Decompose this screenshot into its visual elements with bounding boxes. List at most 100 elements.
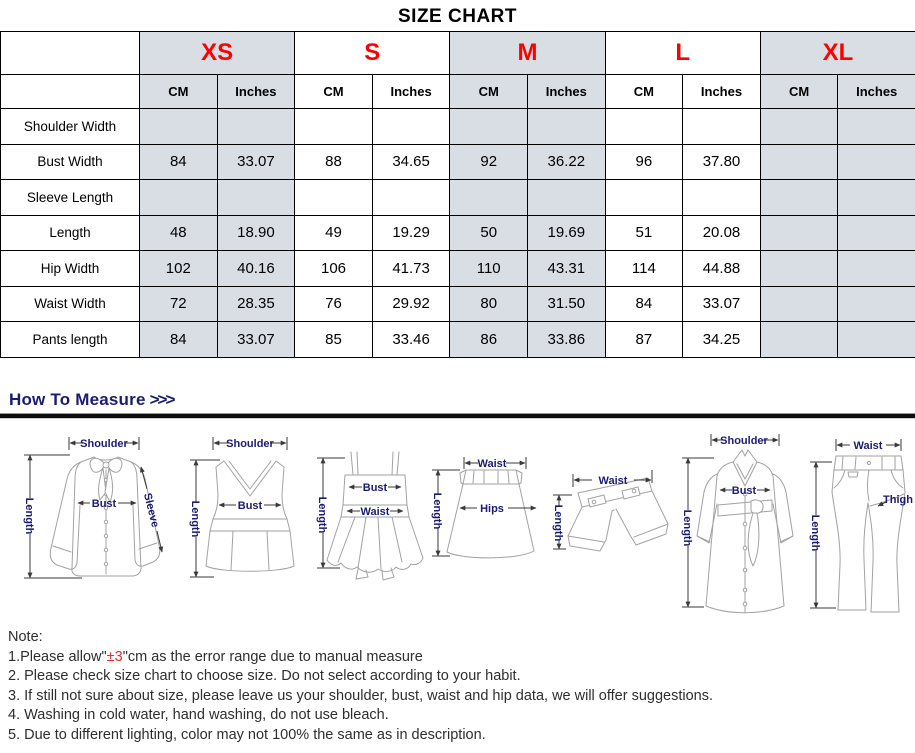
value-cell: 88 [294,143,373,180]
row-label: Hip Width [0,250,140,287]
coat-illustration: Shoulder Bust Length [681,434,794,614]
chevrons-icon: >>> [149,390,176,409]
value-cell: 31.50 [527,285,606,322]
value-cell [759,321,839,358]
value-cell: 33.07 [682,285,761,322]
value-cell [527,108,606,145]
how-to-measure-heading: How To Measure >>> [9,390,176,410]
value-cell: 20.08 [682,214,761,251]
value-cell: 29.92 [371,285,451,322]
value-cell [449,108,528,145]
tank-illustration: Shoulder Bust Length [189,437,295,578]
note-highlight: ±3 [106,648,123,665]
value-cell [682,179,761,216]
unit-cell: CM [604,74,684,109]
value-cell: 96 [604,143,684,180]
table-row-sleeve-length: Sleeve Length [0,179,915,216]
dress-waist-label: Waist [361,506,390,518]
value-cell: 92 [449,143,528,180]
value-cell: 19.29 [371,214,451,251]
size-header-xs: XS [138,31,296,75]
value-cell [759,285,839,322]
size-header-s: S [294,31,451,75]
value-cell: 28.35 [216,285,296,322]
value-cell: 106 [294,250,373,287]
value-cell: 48 [139,214,218,251]
measurement-illustrations: .g{stroke:#a2a2a2;fill:none;stroke-width… [23,434,913,614]
unit-cell: Inches [682,74,761,109]
dress-illustration: Bust Waist Length [316,451,424,581]
blouse-length-label: Length [23,498,35,535]
dress-length-label: Length [316,497,328,534]
value-cell: 84 [604,285,684,322]
shorts-length-label: Length [552,505,564,542]
value-cell: 40.16 [216,250,296,287]
value-cell: 33.86 [527,321,606,358]
size-header-xl: XL [759,31,915,75]
shorts-waist-label: Waist [599,475,628,487]
value-cell: 76 [294,285,373,322]
value-cell [294,108,373,145]
value-cell: 114 [604,250,684,287]
unit-cell: Inches [216,74,296,109]
table-row-waist-width: Waist Width 72 28.35 76 29.92 80 31.50 8… [0,285,915,322]
value-cell [371,108,451,145]
value-cell: 37.80 [682,143,761,180]
value-cell: 87 [604,321,684,358]
note-line-3: 3. If still not sure about size, please … [8,687,713,704]
value-cell [759,250,839,287]
tank-bust-label: Bust [238,500,263,512]
how-to-measure-label: How To Measure [9,390,146,409]
unit-cell: CM [449,74,528,109]
notes-heading: Note: [8,629,43,645]
row-label: Bust Width [0,143,140,180]
value-cell [837,214,915,251]
value-cell [759,179,839,216]
value-cell: 50 [449,214,528,251]
unit-cell: CM [139,74,218,109]
skirt-waist-label: Waist [478,458,507,470]
value-cell [837,108,915,145]
value-cell [604,108,684,145]
value-cell: 33.07 [216,143,296,180]
jeans-waist-label: Waist [854,440,883,452]
unit-cell: CM [759,74,839,109]
note-line-2: 2. Please check size chart to choose siz… [8,668,521,685]
shorts-illustration: Waist Length [552,470,669,552]
unit-header-row: CM Inches CM Inches CM Inches CM Inches … [0,74,915,109]
table-row-pants-length: Pants length 84 33.07 85 33.46 86 33.86 … [0,321,915,358]
blouse-bust-label: Bust [92,498,117,510]
value-cell [837,250,915,287]
page-title: SIZE CHART [398,6,517,27]
coat-shoulder-label: Shoulder [720,435,768,447]
value-cell [759,214,839,251]
value-cell: 44.88 [682,250,761,287]
unit-cell: CM [294,74,373,109]
table-row-length: Length 48 18.90 49 19.29 50 19.69 51 20.… [0,214,915,251]
value-cell [759,143,839,180]
value-cell [139,179,218,216]
jeans-thigh-label: Thigh [883,494,913,506]
skirt-hips-label: Hips [480,503,504,515]
table-row-hip-width: Hip Width 102 40.16 106 41.73 110 43.31 … [0,250,915,287]
size-header-row: XS S M L XL [0,31,915,75]
note-line-4: 4. Washing in cold water, hand washing, … [8,707,389,724]
row-label: Sleeve Length [0,179,140,216]
coat-bust-label: Bust [732,485,757,497]
size-header-l: L [604,31,761,75]
unit-cell: Inches [371,74,451,109]
table-row-bust-width: Bust Width 84 33.07 88 34.65 92 36.22 96… [0,143,915,180]
tank-shoulder-label: Shoulder [226,438,274,450]
value-cell: 41.73 [371,250,451,287]
size-header-m: M [449,31,606,75]
note-line-5: 5. Due to different lighting, color may … [8,726,486,743]
unit-cell: Inches [527,74,606,109]
value-cell [371,179,451,216]
value-cell: 72 [139,285,218,322]
row-label: Length [0,214,140,251]
value-cell: 19.69 [527,214,606,251]
blouse-shoulder-label: Shoulder [80,438,128,450]
value-cell: 43.31 [527,250,606,287]
value-cell: 34.25 [682,321,761,358]
